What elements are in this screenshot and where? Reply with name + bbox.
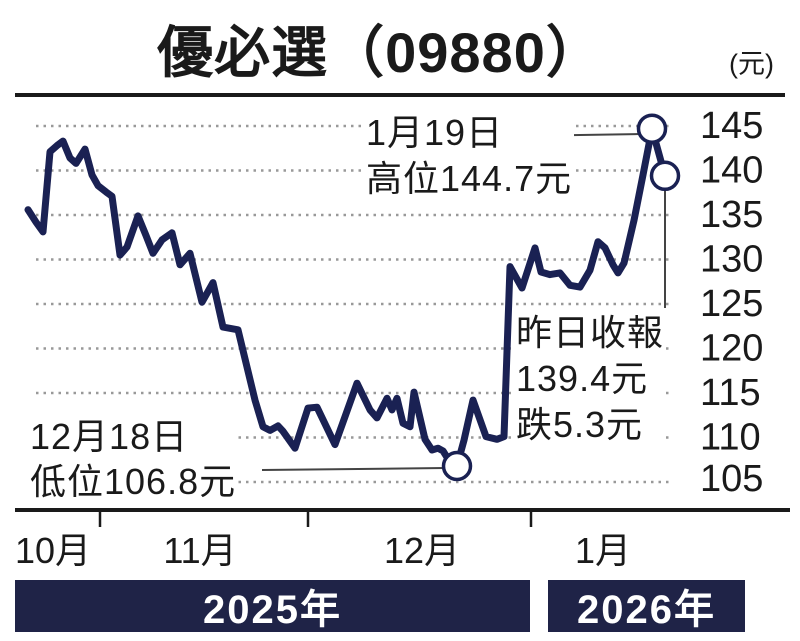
year-bar-2025-label: 2025年 xyxy=(203,588,342,632)
title-divider xyxy=(15,93,785,97)
y-axis-label-130: 130 xyxy=(700,239,763,281)
year-bar-2025: 2025年 xyxy=(15,580,530,632)
close-annotation-label: 昨日收報 xyxy=(516,312,665,353)
price-markers xyxy=(441,113,681,482)
month-label-3: 12月 xyxy=(383,530,461,571)
month-label-4: 1月 xyxy=(574,530,632,571)
y-axis-label-140: 140 xyxy=(700,150,763,192)
year-bar-2026: 2026年 xyxy=(548,580,745,632)
close-marker xyxy=(649,160,681,192)
y-axis-label-105: 105 xyxy=(700,458,763,500)
year-bar-2026-label: 2026年 xyxy=(577,588,716,632)
y-axis-label-125: 125 xyxy=(700,283,763,325)
low-annotation-connector-line xyxy=(261,467,446,471)
month-label-2: 11月 xyxy=(163,530,237,571)
y-axis-label-115: 115 xyxy=(700,372,761,414)
x-axis-line xyxy=(15,508,790,512)
high-annotation-date: 1月19日 xyxy=(366,112,504,153)
low-annotation-date: 12月18日 xyxy=(30,416,189,457)
low-marker xyxy=(441,450,473,482)
high-marker xyxy=(636,113,668,144)
x-axis xyxy=(15,508,790,527)
high-annotation: 1月19日 高位144.7元 xyxy=(364,110,575,202)
close-annotation-value: 139.4元 xyxy=(516,358,649,399)
close-annotation: 昨日收報 139.4元 跌5.3元 xyxy=(514,310,667,448)
y-axis-label-110: 110 xyxy=(700,417,761,459)
close-annotation-change: 跌5.3元 xyxy=(516,404,644,445)
price-line xyxy=(24,125,669,470)
month-label-1: 10月 xyxy=(14,530,92,571)
low-annotation-value: 低位106.8元 xyxy=(30,461,237,502)
page-title: 優必選（09880） xyxy=(157,21,603,84)
unit-label: (元) xyxy=(729,49,774,79)
low-annotation: 12月18日 低位106.8元 xyxy=(28,414,239,504)
y-axis-label-145: 145 xyxy=(700,105,763,147)
y-axis-label-135: 135 xyxy=(700,194,763,236)
high-annotation-value: 高位144.7元 xyxy=(366,158,573,199)
y-axis-label-120: 120 xyxy=(700,328,763,370)
